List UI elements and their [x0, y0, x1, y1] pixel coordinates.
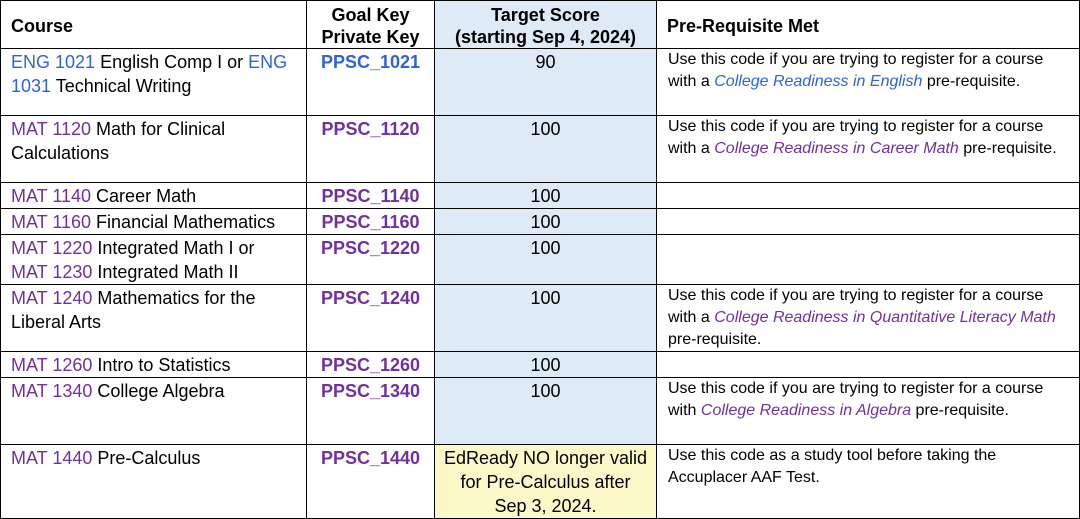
prereq-cell: Use this code if you are trying to regis…	[656, 284, 1080, 352]
score-cell: 100	[434, 115, 657, 183]
prereq-cell: Use this code if you are trying to regis…	[656, 48, 1080, 116]
key-header: Goal Key Private Key	[306, 0, 435, 49]
key-cell: PPSC_1021	[306, 48, 435, 116]
prereq-link[interactable]: College Readiness in Quantitative Litera…	[714, 309, 1056, 326]
key-cell: PPSC_1240	[306, 284, 435, 352]
score-cell: 100	[434, 234, 657, 285]
score-cell: 90	[434, 48, 657, 116]
score-cell: 100	[434, 208, 657, 235]
prereq-link[interactable]: College Readiness in Algebra	[700, 402, 912, 419]
table-row: MAT 1340 College Algebra PPSC_1340 100 U…	[0, 377, 1080, 445]
course-cell: MAT 1220 Integrated Math I or MAT 1230 In…	[0, 234, 307, 285]
prereq-cell	[656, 351, 1080, 378]
score-header: Target Score (starting Sep 4, 2024)	[434, 0, 657, 49]
score-cell: 100	[434, 284, 657, 352]
table-row: ENG 1021 English Comp I or ENG 1031 Techn…	[0, 48, 1080, 116]
prereq-link[interactable]: College Readiness in Career Math	[714, 140, 959, 157]
prereq-cell: Use this code as a study tool before tak…	[656, 444, 1080, 519]
course-cell: MAT 1440 Pre-Calculus	[0, 444, 307, 519]
course-cell: MAT 1240 Mathematics for the Liberal Art…	[0, 284, 307, 352]
table-row: MAT 1220 Integrated Math I or MAT 1230 In…	[0, 234, 1080, 285]
score-cell: 100	[434, 377, 657, 445]
course-cell: MAT 1340 College Algebra	[0, 377, 307, 445]
prereq-cell	[656, 208, 1080, 235]
prereq-cell: Use this code if you are trying to regis…	[656, 115, 1080, 183]
table-row: MAT 1160 Financial Mathematics PPSC_1160…	[0, 208, 1080, 235]
table-row: MAT 1140 Career Math PPSC_1140 100	[0, 182, 1080, 209]
course-cell: MAT 1160 Financial Mathematics	[0, 208, 307, 235]
course-cell: MAT 1260 Intro to Statistics	[0, 351, 307, 378]
prereq-cell	[656, 182, 1080, 209]
key-cell: PPSC_1220	[306, 234, 435, 285]
prereq-cell: Use this code if you are trying to regis…	[656, 377, 1080, 445]
table-row: MAT 1240 Mathematics for the Liberal Art…	[0, 284, 1080, 352]
score-cell: 100	[434, 182, 657, 209]
key-cell: PPSC_1120	[306, 115, 435, 183]
course-cell: MAT 1120 Math for Clinical Calculations	[0, 115, 307, 183]
prereq-header: Pre-Requisite Met	[656, 0, 1080, 49]
prereq-link[interactable]: College Readiness in English	[714, 73, 923, 90]
key-cell: PPSC_1140	[306, 182, 435, 209]
score-note-cell: EdReady NO longer valid for Pre-Calculus…	[434, 444, 657, 519]
table-row: MAT 1120 Math for Clinical Calculations …	[0, 115, 1080, 183]
course-header: Course	[0, 0, 307, 49]
course-cell: ENG 1021 English Comp I or ENG 1031 Techn…	[0, 48, 307, 116]
score-note: EdReady NO longer valid for Pre-Calculus…	[443, 448, 648, 516]
score-cell: 100	[434, 351, 657, 378]
key-cell: PPSC_1440	[306, 444, 435, 519]
table-row: MAT 1260 Intro to Statistics PPSC_1260 1…	[0, 351, 1080, 378]
key-cell: PPSC_1160	[306, 208, 435, 235]
key-cell: PPSC_1340	[306, 377, 435, 445]
course-cell: MAT 1140 Career Math	[0, 182, 307, 209]
key-cell: PPSC_1260	[306, 351, 435, 378]
prereq-cell	[656, 234, 1080, 285]
header-row: Course Goal Key Private Key Target Score(…	[0, 0, 1080, 49]
table-row: MAT 1440 Pre-Calculus PPSC_1440 EdReady …	[0, 444, 1080, 519]
